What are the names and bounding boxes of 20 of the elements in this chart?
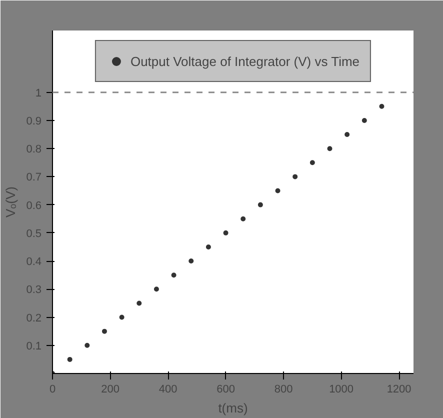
x-tick-label: 600 [216, 384, 235, 396]
y-tick-label: 0.1 [26, 340, 42, 352]
y-tick-label: 0.4 [26, 256, 42, 268]
x-axis-title: t(ms) [218, 400, 248, 416]
x-tick-label: 400 [158, 384, 178, 396]
y-tick-label: 0.6 [26, 200, 42, 212]
y-tick-label: 0.2 [26, 312, 42, 324]
x-tick-label: 1200 [386, 384, 412, 396]
y-tick-label: 0.7 [26, 172, 42, 184]
x-tick-label: 800 [274, 384, 293, 396]
y-tick-label: 0.9 [26, 115, 42, 128]
y-tick-label: 0.3 [26, 284, 42, 296]
x-tick-label: 200 [101, 384, 120, 396]
x-tick-label: 1000 [329, 384, 354, 396]
y-axis-title: Vₒ(V) [3, 186, 18, 218]
y-tick-label: 1 [35, 87, 42, 100]
y-tick-label: 0.8 [26, 144, 42, 156]
legend-label: Output Voltage of Integrator (V) vs Time [130, 54, 360, 68]
x-tick-label: 0 [49, 384, 56, 396]
y-tick-label: 0.5 [26, 228, 42, 240]
